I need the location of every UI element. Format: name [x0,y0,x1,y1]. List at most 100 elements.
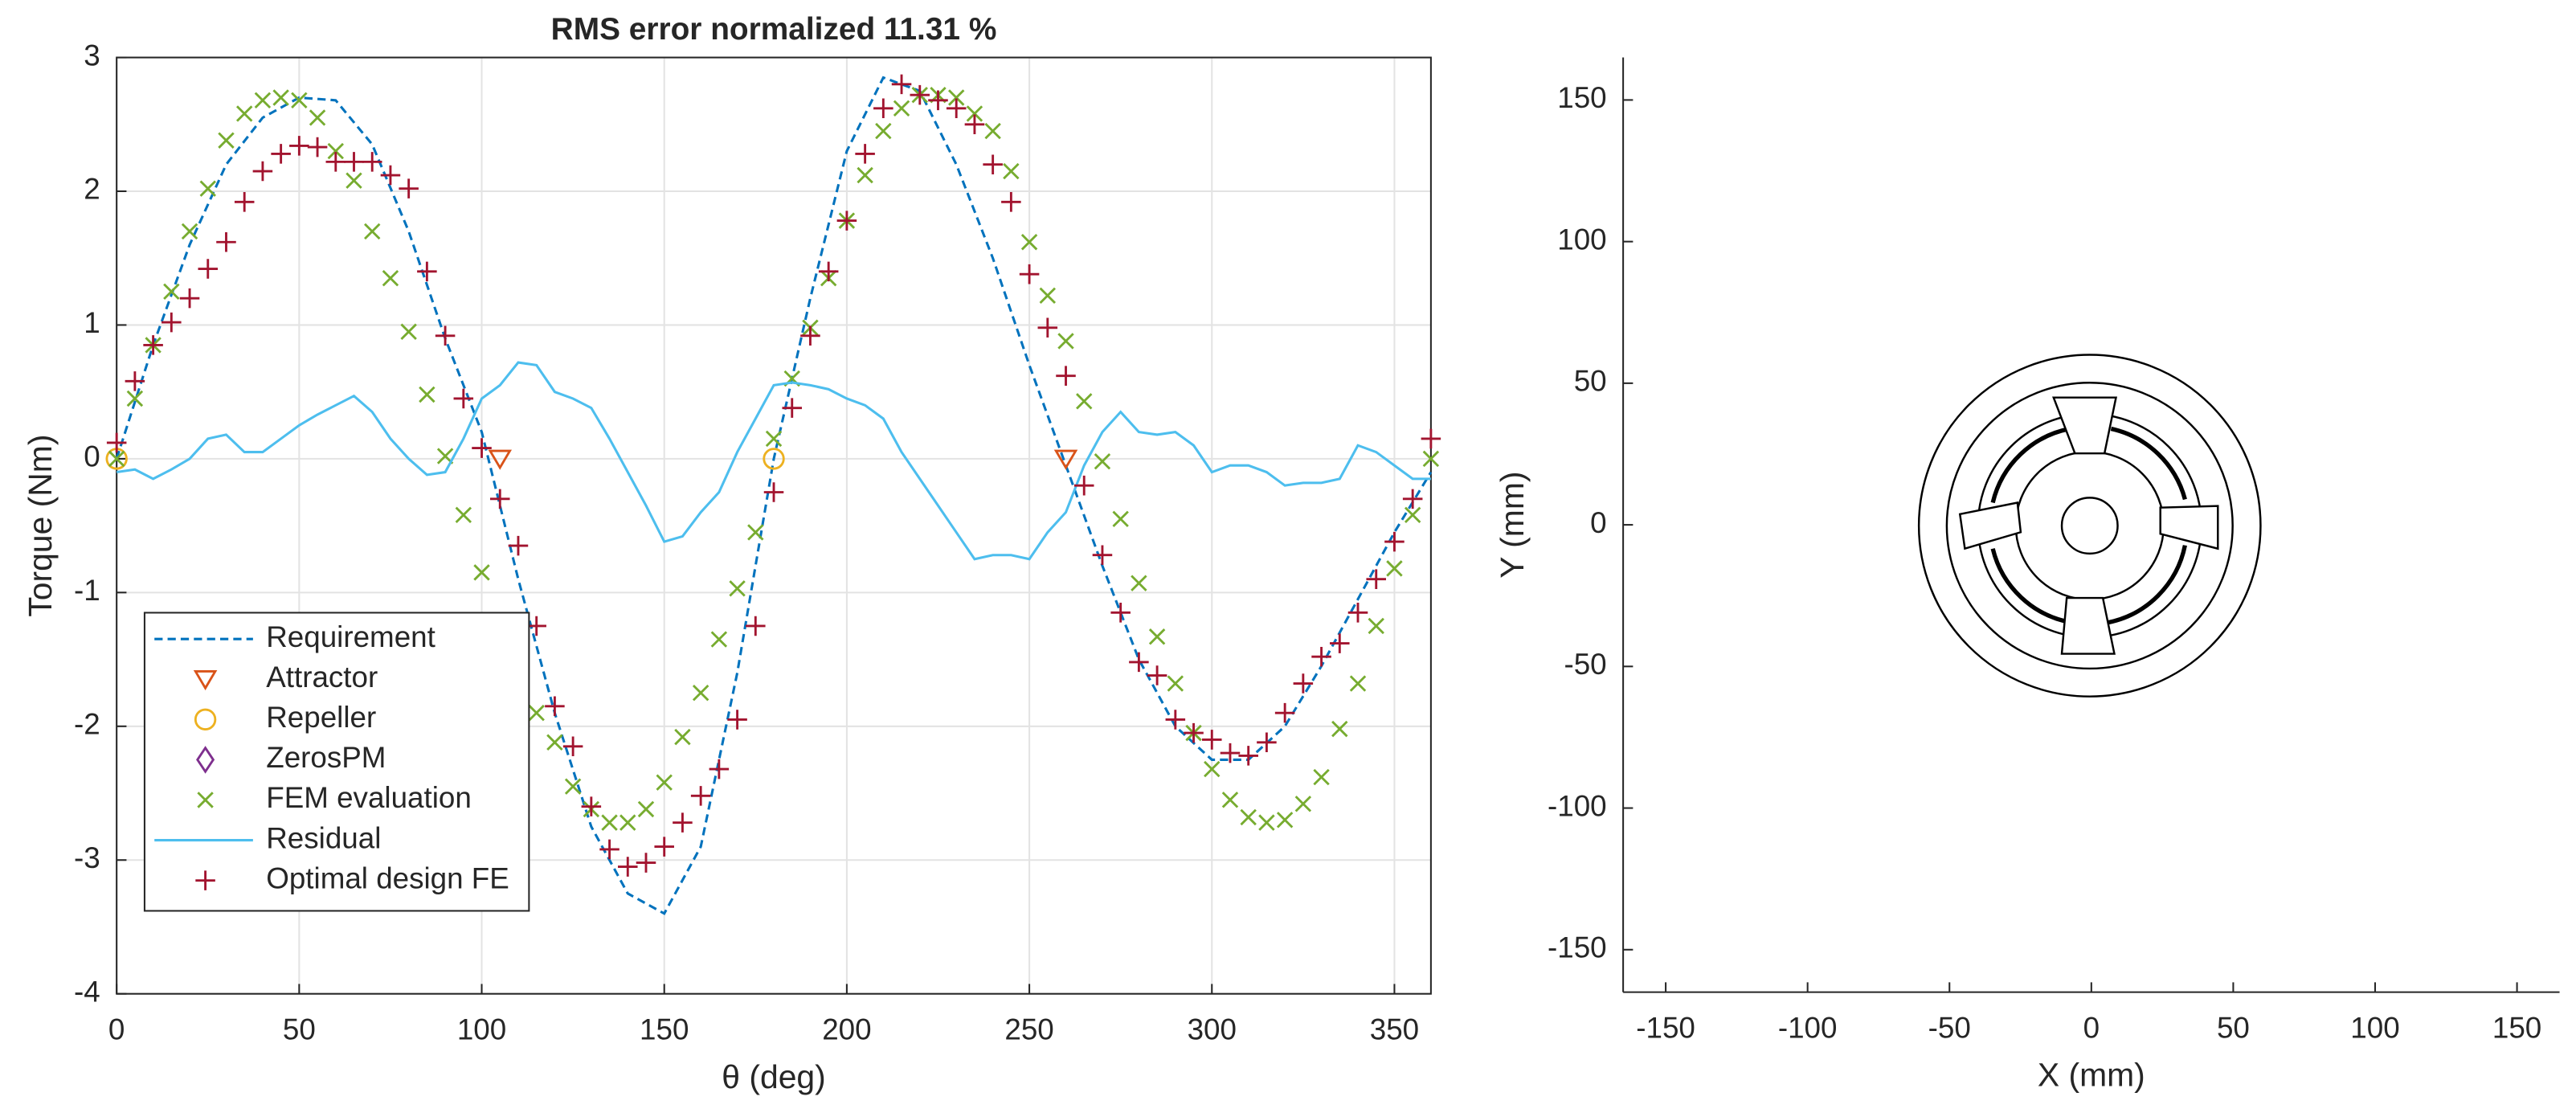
marker [272,89,289,106]
y-tick-label: 150 [1557,81,1606,114]
marker [855,144,875,164]
legend-label: Residual [266,821,381,854]
marker [1112,510,1129,528]
marker [344,152,364,172]
marker [857,166,873,184]
x-tick-label: 150 [640,1013,689,1045]
marker [419,386,435,403]
axes-box [116,56,1432,995]
marker [674,728,691,746]
y-tick-label: 50 [1574,365,1607,398]
marker [1001,192,1021,212]
magnet-arc [2110,426,2187,501]
marker [380,165,401,186]
x-tick-label: 100 [457,1013,506,1045]
marker [690,786,711,806]
marker [528,704,545,722]
legend-marker [196,746,215,774]
x-axis-label: θ (deg) [722,1058,826,1095]
marker [400,323,417,340]
marker [399,178,419,198]
marker [1274,702,1295,723]
marker [1421,428,1441,449]
x-tick-label: 150 [2492,1011,2541,1044]
y-tick-label: 0 [84,440,100,473]
marker [346,172,362,189]
marker [309,109,326,126]
marker [546,734,563,751]
marker [1129,652,1149,673]
x-tick-label: 50 [2217,1011,2250,1044]
marker [1257,732,1277,753]
marker [873,98,893,119]
x-tick-label: 0 [2083,1011,2100,1044]
marker [1092,545,1113,566]
y-tick-label: -50 [1564,648,1606,681]
marker [327,142,345,160]
marker [1240,808,1257,826]
marker [1386,560,1403,577]
marker [1258,814,1275,831]
marker [1368,617,1384,635]
x-tick-label: 300 [1188,1013,1237,1045]
marker [382,269,399,287]
marker [1147,665,1167,685]
marker [526,616,546,636]
marker [488,449,513,470]
marker [727,710,747,730]
marker [710,631,728,648]
marker [489,489,510,509]
y-tick-label: -100 [1548,789,1607,822]
marker [1184,722,1204,743]
marker [218,132,235,149]
marker [1331,720,1348,738]
tooth [1958,501,2022,550]
marker [179,288,200,309]
marker [1020,234,1038,251]
marker [1076,393,1093,410]
marker [1294,796,1312,812]
marker [1330,633,1350,653]
marker [910,84,930,105]
marker [619,814,636,831]
marker [673,812,693,833]
magnet-arcs [1990,426,2187,625]
marker [618,857,638,877]
marker [1221,792,1239,808]
marker [1311,646,1331,667]
tooth [2052,396,2118,455]
legend-marker [193,669,218,691]
marker [636,853,656,873]
marker [1404,506,1421,524]
magnet-arc [1990,548,2072,625]
marker [106,432,127,453]
marker [746,616,766,636]
marker [234,192,255,212]
marker [601,814,618,831]
x-tick-label: -150 [1636,1011,1695,1044]
marker [1349,675,1367,692]
legend-marker [197,792,214,808]
y-tick-label: 0 [1590,506,1606,539]
marker [435,325,456,346]
marker [637,800,655,818]
x-tick-label: 100 [2350,1011,2399,1044]
marker [1110,603,1131,623]
marker [508,535,529,556]
marker [473,564,490,581]
marker [1201,730,1222,750]
marker [1094,453,1111,470]
y-axis-label: Y (mm) [1494,472,1531,579]
marker [105,448,128,470]
legend-label: Optimal design FE [266,861,509,894]
marker [199,180,216,197]
magnet-arc [2107,545,2187,625]
marker [181,223,198,240]
marker [455,506,472,524]
legend-label: FEM evaluation [266,781,472,814]
marker [983,154,1003,174]
legend-marker [195,870,215,890]
